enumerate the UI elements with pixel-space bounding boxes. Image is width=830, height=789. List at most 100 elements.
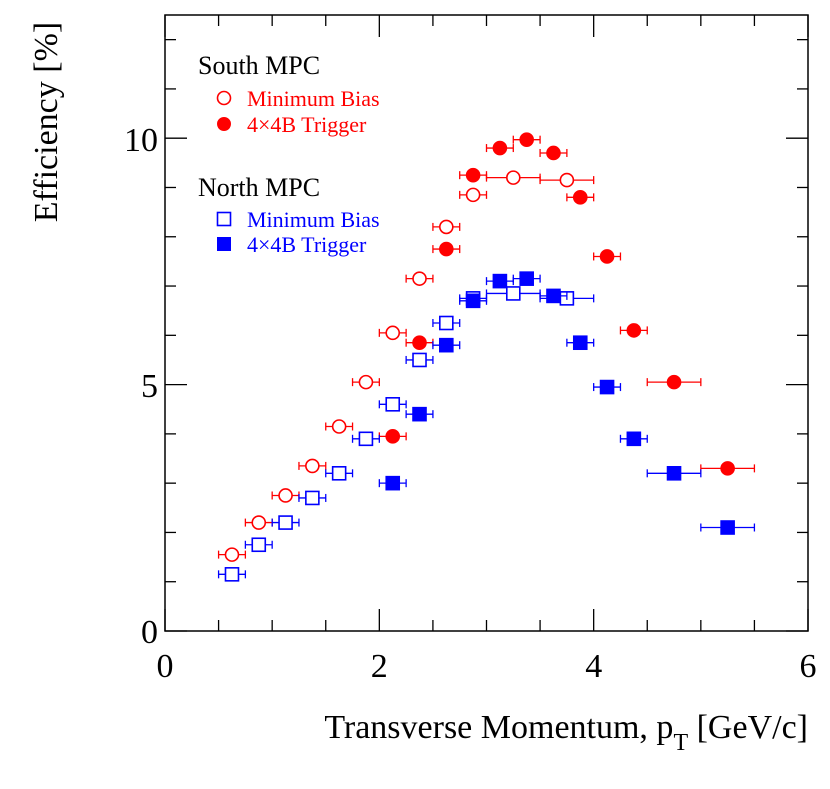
marker-square <box>439 337 454 353</box>
marker-circle <box>720 461 735 476</box>
x-axis-label-subscript: T <box>673 730 688 756</box>
marker-circle <box>505 170 521 185</box>
x-tick-label-4: 4 <box>585 648 602 685</box>
data-point <box>405 271 434 286</box>
data-point <box>485 170 541 185</box>
marker-square <box>439 315 454 331</box>
legend-marker-north-trigger <box>217 237 231 251</box>
marker-circle <box>385 325 401 341</box>
data-points <box>217 132 756 582</box>
marker-circle <box>331 419 347 434</box>
data-point <box>459 293 488 309</box>
series-3 <box>378 271 756 535</box>
legend-label-south-trigger: 4×4B Trigger <box>247 112 367 137</box>
x-axis-label-unit: [GeV/c] <box>688 709 808 746</box>
y-tick-label-0: 0 <box>141 614 158 651</box>
marker-circle <box>251 515 267 530</box>
legend-title-north: North MPC <box>198 173 320 202</box>
data-point <box>512 271 541 286</box>
marker-square <box>251 537 267 553</box>
marker-circle <box>599 249 615 264</box>
data-point <box>539 145 568 161</box>
marker-square <box>412 406 427 422</box>
marker-square <box>385 397 401 412</box>
marker-circle <box>519 132 534 147</box>
marker-circle <box>385 429 401 444</box>
marker-circle <box>305 458 320 474</box>
data-point <box>378 475 407 491</box>
data-point <box>405 352 434 368</box>
data-point <box>432 219 461 235</box>
marker-circle <box>572 190 588 205</box>
data-point <box>459 187 488 203</box>
marker-square <box>465 293 481 309</box>
data-point <box>485 273 514 289</box>
marker-square <box>331 466 347 481</box>
marker-circle <box>412 335 427 351</box>
data-point <box>566 335 595 351</box>
data-point <box>244 515 273 530</box>
data-point <box>325 466 354 481</box>
series-1 <box>378 132 756 476</box>
marker-square <box>505 286 521 301</box>
data-point <box>298 458 327 474</box>
data-point <box>378 325 407 341</box>
marker-square <box>412 352 427 368</box>
data-point <box>217 547 247 562</box>
legend: South MPC Minimum Bias 4×4B Trigger Nort… <box>198 51 380 257</box>
data-point <box>432 315 461 331</box>
data-point <box>539 288 568 304</box>
data-point <box>271 515 300 530</box>
data-point <box>405 406 434 422</box>
data-point <box>351 374 380 390</box>
data-point <box>298 490 327 506</box>
marker-circle <box>546 145 561 161</box>
legend-label-south-minbias: Minimum Bias <box>247 86 380 111</box>
series-0 <box>217 170 595 562</box>
data-point <box>378 429 407 444</box>
marker-square <box>358 431 374 447</box>
marker-square <box>720 520 735 535</box>
marker-square <box>305 490 320 506</box>
data-point <box>459 167 488 183</box>
data-point <box>566 190 595 205</box>
data-point <box>700 520 756 535</box>
legend-label-north-minbias: Minimum Bias <box>247 207 380 232</box>
legend-title-south: South MPC <box>198 51 320 80</box>
data-point <box>485 140 514 156</box>
y-tick-label-10: 10 <box>124 122 158 159</box>
data-point <box>593 249 622 264</box>
data-point <box>217 567 247 582</box>
data-point <box>485 286 541 301</box>
data-point <box>619 431 648 447</box>
data-point <box>593 379 622 395</box>
marker-circle <box>666 374 682 390</box>
marker-circle <box>559 172 575 188</box>
marker-square <box>599 379 615 395</box>
marker-square <box>278 515 293 530</box>
x-axis-label-main: Transverse Momentum, p <box>324 709 673 746</box>
x-tick-label-0: 0 <box>157 648 174 685</box>
legend-marker-south-minbias <box>216 90 232 106</box>
marker-square <box>492 273 508 289</box>
x-tick-label-2: 2 <box>371 648 388 685</box>
data-point <box>646 374 702 390</box>
marker-circle <box>224 547 240 562</box>
marker-circle <box>358 374 374 390</box>
data-point <box>325 419 354 434</box>
marker-circle <box>278 488 293 503</box>
x-axis-label: Transverse Momentum, pT [GeV/c] <box>324 709 808 756</box>
axis-ticks <box>164 15 809 632</box>
marker-circle <box>412 271 427 286</box>
marker-square <box>385 475 401 491</box>
marker-circle <box>439 241 454 257</box>
data-point <box>378 397 407 412</box>
data-point <box>432 241 461 257</box>
marker-square <box>224 567 240 582</box>
marker-circle <box>492 140 508 156</box>
data-point <box>646 466 702 481</box>
marker-circle <box>465 167 481 183</box>
legend-label-north-trigger: 4×4B Trigger <box>247 232 367 257</box>
legend-marker-north-minbias <box>216 211 232 227</box>
